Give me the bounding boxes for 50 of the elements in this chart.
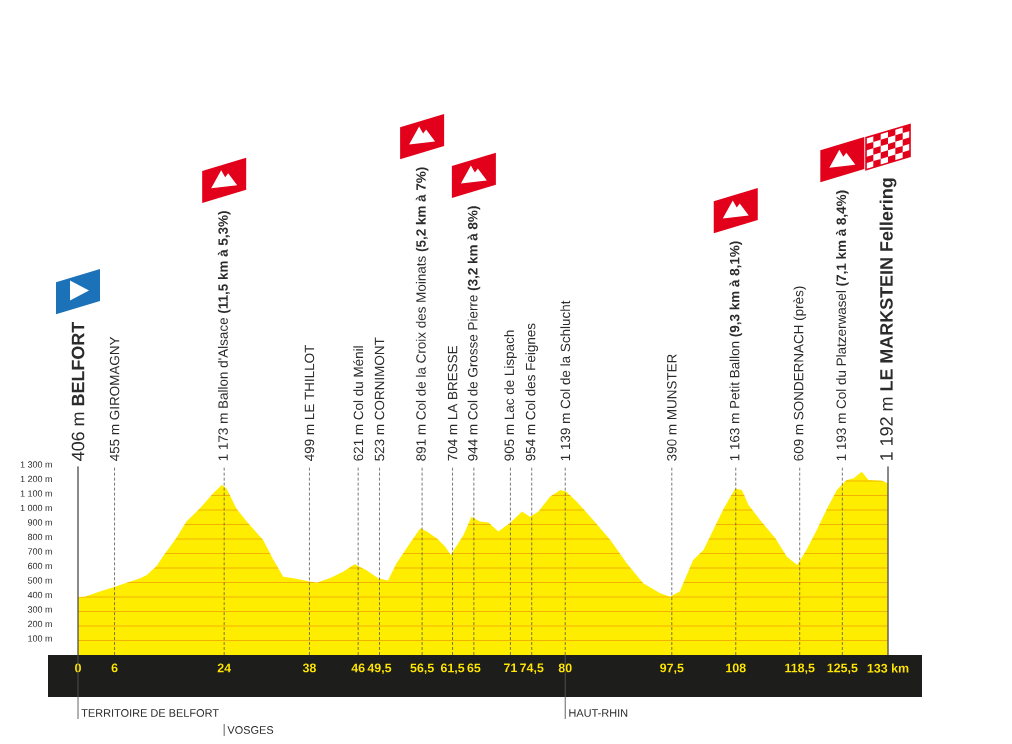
ref-line-label: 1 192 m LE MARKSTEIN Fellering: [879, 178, 897, 460]
x-tick-label: 38: [302, 663, 316, 673]
ref-line-label: 1 163 m Petit Ballon (9,3 km à 8,1%): [729, 241, 743, 461]
ref-line-label: 1 173 m Ballon d'Alsace (11,5 km à 5,3%): [217, 211, 231, 461]
ref-line-label: 704 m LA BRESSE: [447, 346, 458, 461]
ref-line-label: 499 m LE THILLOT: [304, 345, 315, 461]
y-tick-label: 1 200 m: [20, 475, 52, 483]
ref-line-label: 1 139 m Col de la Schlucht: [560, 300, 571, 461]
ref-line-label: 891 m Col de la Croix des Moinats (5,2 km à 7%): [415, 167, 429, 461]
ref-line-label: 1 193 m Col du Platzerwasel (7,1 km à 8,4%): [836, 190, 849, 461]
y-tick-label: 1 300 m: [20, 461, 52, 468]
y-tick-label: 400 m: [27, 591, 52, 599]
ref-line-label: HAUT-RHIN: [569, 709, 628, 717]
x-tick-label: 97,5: [660, 663, 684, 675]
ref-line-label: 905 m Lac de Lispach: [504, 330, 517, 461]
x-tick-label: 61,5: [440, 663, 465, 675]
ref-line-label: 455 m GIROMAGNY: [109, 336, 120, 461]
y-tick-label: 600 m: [28, 562, 52, 570]
x-tick-label: 24: [217, 663, 232, 673]
ref-line-label: 621 m Col du Ménil: [353, 346, 364, 461]
ref-line-label: 954 m Col des Feignes: [525, 323, 539, 461]
x-tick-label: 65: [467, 663, 481, 673]
y-tick-label: 500 m: [27, 577, 52, 584]
y-tick-label: 1 100 m: [20, 490, 52, 497]
x-tick-label: 125,5: [827, 663, 858, 675]
x-tick-label: 46: [351, 663, 365, 673]
y-tick-label: 700 m: [28, 548, 52, 555]
ref-line-label: 609 m SONDERNACH (près): [793, 286, 807, 461]
y-tick-label: 100 m: [28, 635, 52, 642]
x-tick-label: 71: [504, 663, 517, 673]
y-tick-label: 800 m: [27, 533, 52, 541]
x-tick-label: 133 km: [867, 663, 909, 673]
ref-line-label: 406 m BELFORT: [71, 321, 85, 461]
x-tick-label: 80: [558, 663, 572, 673]
ref-line-label: 390 m MUNSTER: [667, 354, 677, 461]
ref-line-label: 944 m Col de Grosse Pierre (3,2 km à 8%): [467, 206, 481, 461]
ref-line-label: TERRITOIRE DE BELFORT: [81, 709, 219, 717]
y-tick-label: 1 000 m: [20, 504, 52, 512]
ref-line-label: VOSGES: [227, 726, 274, 734]
x-tick-label: 56,5: [410, 663, 434, 675]
y-tick-label: 200 m: [28, 620, 52, 628]
x-tick-label: 118,5: [785, 663, 815, 675]
x-tick-label: 108: [726, 663, 746, 673]
y-tick-label: 900 m: [27, 519, 52, 526]
x-tick-label: 6: [111, 663, 118, 673]
y-tick-label: 300 m: [27, 606, 52, 613]
x-tick-label: 49,5: [367, 663, 392, 675]
ref-line-label: 523 m CORNIMONT: [374, 337, 385, 461]
x-tick-label: 0: [75, 663, 81, 673]
x-tick-label: 74,5: [520, 663, 544, 674]
